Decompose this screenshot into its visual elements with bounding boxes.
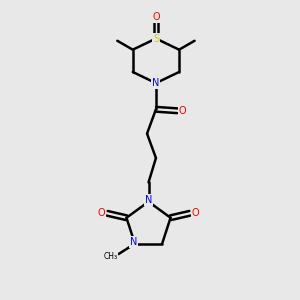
Text: S: S [153, 34, 159, 44]
Text: O: O [152, 12, 160, 22]
Text: CH₃: CH₃ [103, 252, 117, 261]
Text: O: O [179, 106, 187, 116]
Text: N: N [145, 195, 152, 205]
Text: O: O [191, 208, 199, 218]
Text: O: O [98, 208, 106, 218]
Text: N: N [152, 78, 160, 88]
Text: N: N [130, 237, 137, 247]
